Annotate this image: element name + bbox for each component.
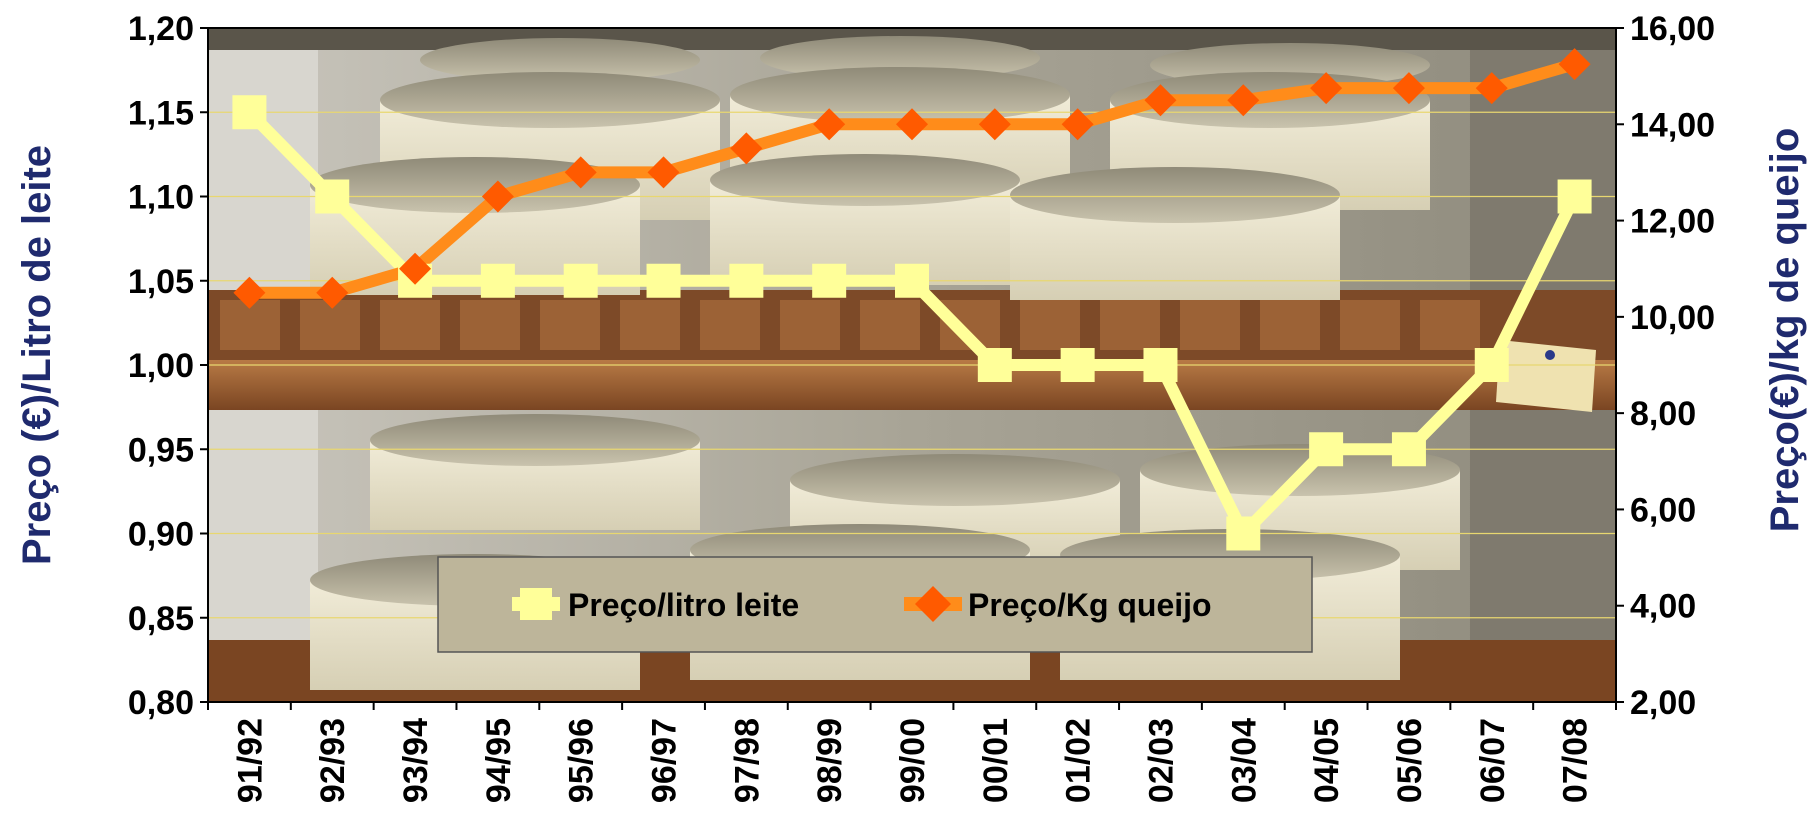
right-tick-label: 6,00 [1630,491,1696,529]
left-tick-label: 1,10 [128,179,194,217]
right-tick-label: 16,00 [1630,10,1715,48]
x-tick-label: 07/08 [1557,718,1595,803]
x-tick-label: 94/95 [480,718,518,803]
cheese-price-point [564,156,597,189]
cheese-price-point [399,252,432,285]
cheese-price-point [813,108,846,141]
cheese-price-point [233,276,266,309]
milk-price-point [1474,348,1509,382]
cheese-price-point [1310,72,1343,105]
x-tick-label: 05/06 [1391,718,1429,803]
milk-price-point [315,179,350,214]
x-tick-label: 98/99 [811,718,849,803]
cheese-price-point [896,108,928,141]
right-tick-label: 14,00 [1630,106,1715,144]
x-tick-label: 95/96 [563,718,601,803]
x-tick-label: 92/93 [314,718,352,803]
legend-label-cheese: Preço/Kg queijo [968,587,1212,623]
milk-price-point [1309,432,1344,467]
milk-price-point [812,263,847,298]
x-tick-label: 96/97 [646,718,684,803]
right-axis-title: Preço(€)/kg de queijo [1763,128,1807,533]
cheese-price-point [1475,72,1508,105]
cheese-price-point [316,276,349,309]
right-tick-label: 2,00 [1630,684,1696,722]
right-tick-label: 12,00 [1630,203,1715,241]
cheese-price-point [1061,108,1094,141]
cheese-price-point [1392,72,1425,105]
x-tick-label: 99/00 [894,718,932,803]
legend: Preço/litro leite Preço/Kg queijo [437,556,1313,653]
cheese-price-point [978,108,1011,141]
right-tick-label: 4,00 [1630,588,1696,626]
cheese-price-point [1144,84,1177,117]
left-tick-label: 1,00 [128,347,194,385]
milk-price-point [232,95,267,130]
milk-price-point [480,263,515,298]
left-tick-label: 0,80 [128,684,194,722]
left-axis-title: Preço (€)/Litro de leite [15,145,59,565]
left-tick-label: 1,05 [128,263,194,301]
x-tick-label: 02/03 [1142,718,1180,803]
left-tick-label: 0,85 [128,600,194,638]
x-tick-label: 04/05 [1308,718,1346,803]
x-tick-label: 06/07 [1474,718,1512,803]
x-axis-ticks: 91/92 92/93 93/94 94/95 95/96 96/97 97/98 98/99… [207,702,1617,803]
cheese-price-point [1227,84,1260,117]
x-tick-label: 93/94 [397,718,435,803]
left-tick-label: 1,15 [128,94,194,132]
milk-price-point [895,263,929,298]
milk-price-point [729,263,764,298]
x-tick-label: 91/92 [231,718,269,803]
cheese-price-point [730,132,763,165]
right-axis-ticks: 16,00 14,00 12,00 10,00 8,00 6,00 4,00 2,00 [1616,10,1715,722]
milk-price-point [1143,348,1178,382]
milk-price-point [1226,516,1261,551]
left-tick-label: 1,20 [128,10,194,48]
milk-price-point [646,263,681,298]
x-tick-label: 03/04 [1225,718,1263,803]
left-tick-label: 0,95 [128,431,194,469]
x-tick-label: 00/01 [977,718,1015,803]
x-tick-label: 01/02 [1060,718,1098,803]
x-tick-label: 97/98 [728,718,766,803]
legend-marker-milk [520,588,552,620]
cheese-price-point [1558,48,1591,81]
legend-label-milk: Preço/litro leite [568,587,799,623]
cheese-price-point [647,156,680,189]
milk-price-point [1557,179,1592,214]
series-layer [232,48,1592,551]
cheese-price-point [481,180,514,213]
legend-box [437,556,1313,653]
milk-price-point [563,263,598,298]
left-axis-ticks: 1,20 1,15 1,10 1,05 1,00 0,95 0,90 0,85 0,80 [128,10,208,722]
milk-price-point [1060,348,1095,382]
left-tick-label: 0,90 [128,516,194,554]
right-tick-label: 8,00 [1630,395,1696,433]
milk-price-point [977,348,1012,382]
milk-price-point [1391,432,1426,467]
right-tick-label: 10,00 [1630,299,1715,337]
legend-marker-cheese [915,586,951,622]
